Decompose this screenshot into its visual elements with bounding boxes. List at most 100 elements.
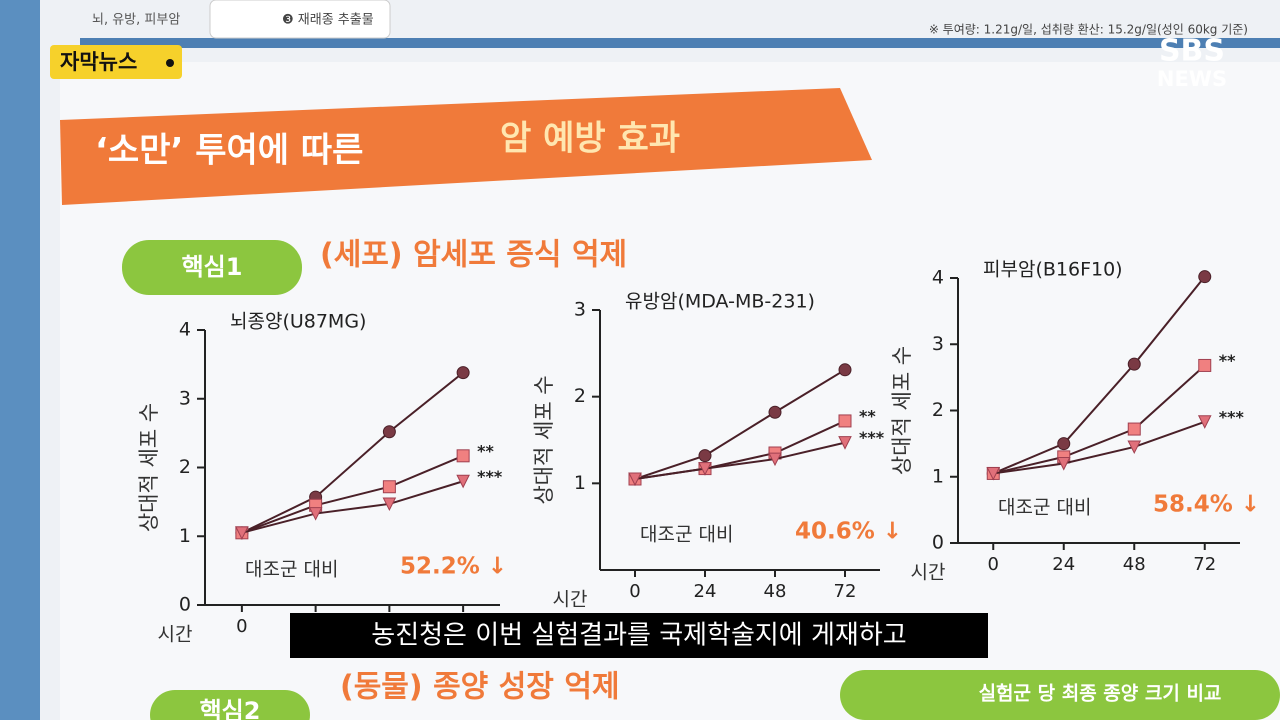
point <box>698 449 712 463</box>
section-title: (세포) 암세포 증식 억제 <box>320 238 627 273</box>
y-tick-label: 4 <box>179 319 191 341</box>
y-tick-label: 2 <box>574 385 586 407</box>
y-tick-label: 3 <box>574 299 586 321</box>
y-axis-label: 상대적 세포 수 <box>890 346 914 475</box>
point <box>382 497 397 512</box>
subtitle: 농진청은 이번 실험결과를 국제학술지에 게재하고 <box>371 621 906 651</box>
series-line <box>993 364 1206 475</box>
point <box>382 480 396 494</box>
y-tick-label: 1 <box>932 465 944 487</box>
x-tick-label: 0 <box>629 581 640 602</box>
point <box>986 466 1001 481</box>
point <box>1127 357 1141 371</box>
top-item: ❸ 재래종 추출물 <box>282 13 374 28</box>
point <box>838 414 852 428</box>
y-tick-label: 0 <box>932 532 944 554</box>
chart-title: 피부암(B16F10) <box>983 259 1123 281</box>
significance: ** <box>1219 351 1236 370</box>
section-badge-text: 핵심1 <box>182 253 243 281</box>
point <box>456 449 470 463</box>
top-left: 뇌, 유방, 피부암 <box>92 13 180 28</box>
series-line <box>992 276 1206 475</box>
point <box>628 472 642 487</box>
y-tick-label: 1 <box>179 525 191 547</box>
significance: *** <box>1219 407 1245 426</box>
point <box>235 526 249 540</box>
point <box>1127 440 1142 455</box>
y-tick-label: 3 <box>179 387 191 409</box>
x-tick-label: 72 <box>834 581 857 602</box>
section-badge <box>150 690 310 720</box>
significance: *** <box>859 428 885 447</box>
x-tick-label: 0 <box>988 554 999 575</box>
annotation-label: 대조군 대비 <box>640 524 733 546</box>
annotation-label: 대조군 대비 <box>998 497 1091 519</box>
series-line <box>241 480 464 534</box>
point <box>1198 270 1212 284</box>
point <box>1198 358 1212 372</box>
y-axis-label: 상대적 세포 수 <box>137 403 161 532</box>
x-tick-label: 24 <box>694 581 717 602</box>
significance: ** <box>477 441 494 460</box>
point <box>308 507 323 521</box>
y-tick-label: 2 <box>932 399 944 421</box>
point <box>838 436 852 450</box>
news-badge-text: 자막뉴스 <box>60 50 137 74</box>
series-line <box>634 441 846 480</box>
top-note: ※ 투여량: 1.21g/일, 섭취량 환산: 15.2g/일(성인 60kg … <box>929 23 1248 37</box>
annotation-value: 40.6% ↓ <box>795 519 902 545</box>
point <box>382 425 396 439</box>
logo-bottom: NEWS <box>1157 67 1227 91</box>
logo-top: SBS <box>1159 34 1225 69</box>
point <box>768 405 782 419</box>
point <box>456 366 470 380</box>
section-title: (동물) 종양 성장 억제 <box>340 670 620 705</box>
x-tick-label: 24 <box>1052 554 1075 575</box>
section-badge <box>122 240 302 295</box>
chart-title: 뇌종양(U87MG) <box>230 311 366 333</box>
significance: ** <box>859 406 876 425</box>
series-line <box>241 454 464 534</box>
series-line <box>241 371 464 534</box>
y-tick-label: 1 <box>574 472 586 494</box>
y-axis-label: 상대적 세포 수 <box>532 375 556 504</box>
y-tick-label: 3 <box>932 333 944 355</box>
y-tick-label: 4 <box>932 267 944 289</box>
point <box>838 363 852 377</box>
charts: 뇌종양(U87MG)상대적 세포 수시간012340244872*****대조군… <box>137 259 1260 646</box>
x-tick-label: 0 <box>236 616 247 637</box>
annotation-value: 52.2% ↓ <box>400 554 507 580</box>
y-tick-label: 0 <box>179 594 191 616</box>
significance: *** <box>477 467 503 486</box>
chart-title: 유방암(MDA-MB-231) <box>625 291 815 313</box>
x-tick-label: 48 <box>1123 554 1146 575</box>
right-badge <box>840 670 1280 720</box>
x-tick-label: 48 <box>764 581 787 602</box>
point <box>1127 422 1141 436</box>
subtitle-box <box>290 613 988 658</box>
x-axis-label: 시간 <box>911 562 946 584</box>
series-line <box>634 368 846 480</box>
y-tick-label: 2 <box>179 456 191 478</box>
poster-stripe <box>80 38 1280 48</box>
x-tick-label: 72 <box>1193 554 1216 575</box>
right-badge-text: 실험군 당 최종 종양 크기 비교 <box>979 683 1222 705</box>
annotation-value: 58.4% ↓ <box>1153 492 1260 518</box>
badge-dot <box>166 59 174 67</box>
banner <box>60 88 872 205</box>
x-axis-label: 시간 <box>553 589 588 611</box>
section-badge-text: 핵심2 <box>200 697 261 720</box>
point <box>1056 457 1071 471</box>
banner-text: ‘소만’ 투여에 따른 <box>95 131 363 171</box>
point <box>698 462 712 476</box>
top-box <box>209 0 391 39</box>
banner-highlight: 암 예방 효과 <box>500 119 680 159</box>
annotation-label: 대조군 대비 <box>245 559 338 581</box>
x-axis-label: 시간 <box>158 624 193 646</box>
point <box>456 474 470 489</box>
series-line <box>993 420 1206 475</box>
point <box>768 452 782 467</box>
